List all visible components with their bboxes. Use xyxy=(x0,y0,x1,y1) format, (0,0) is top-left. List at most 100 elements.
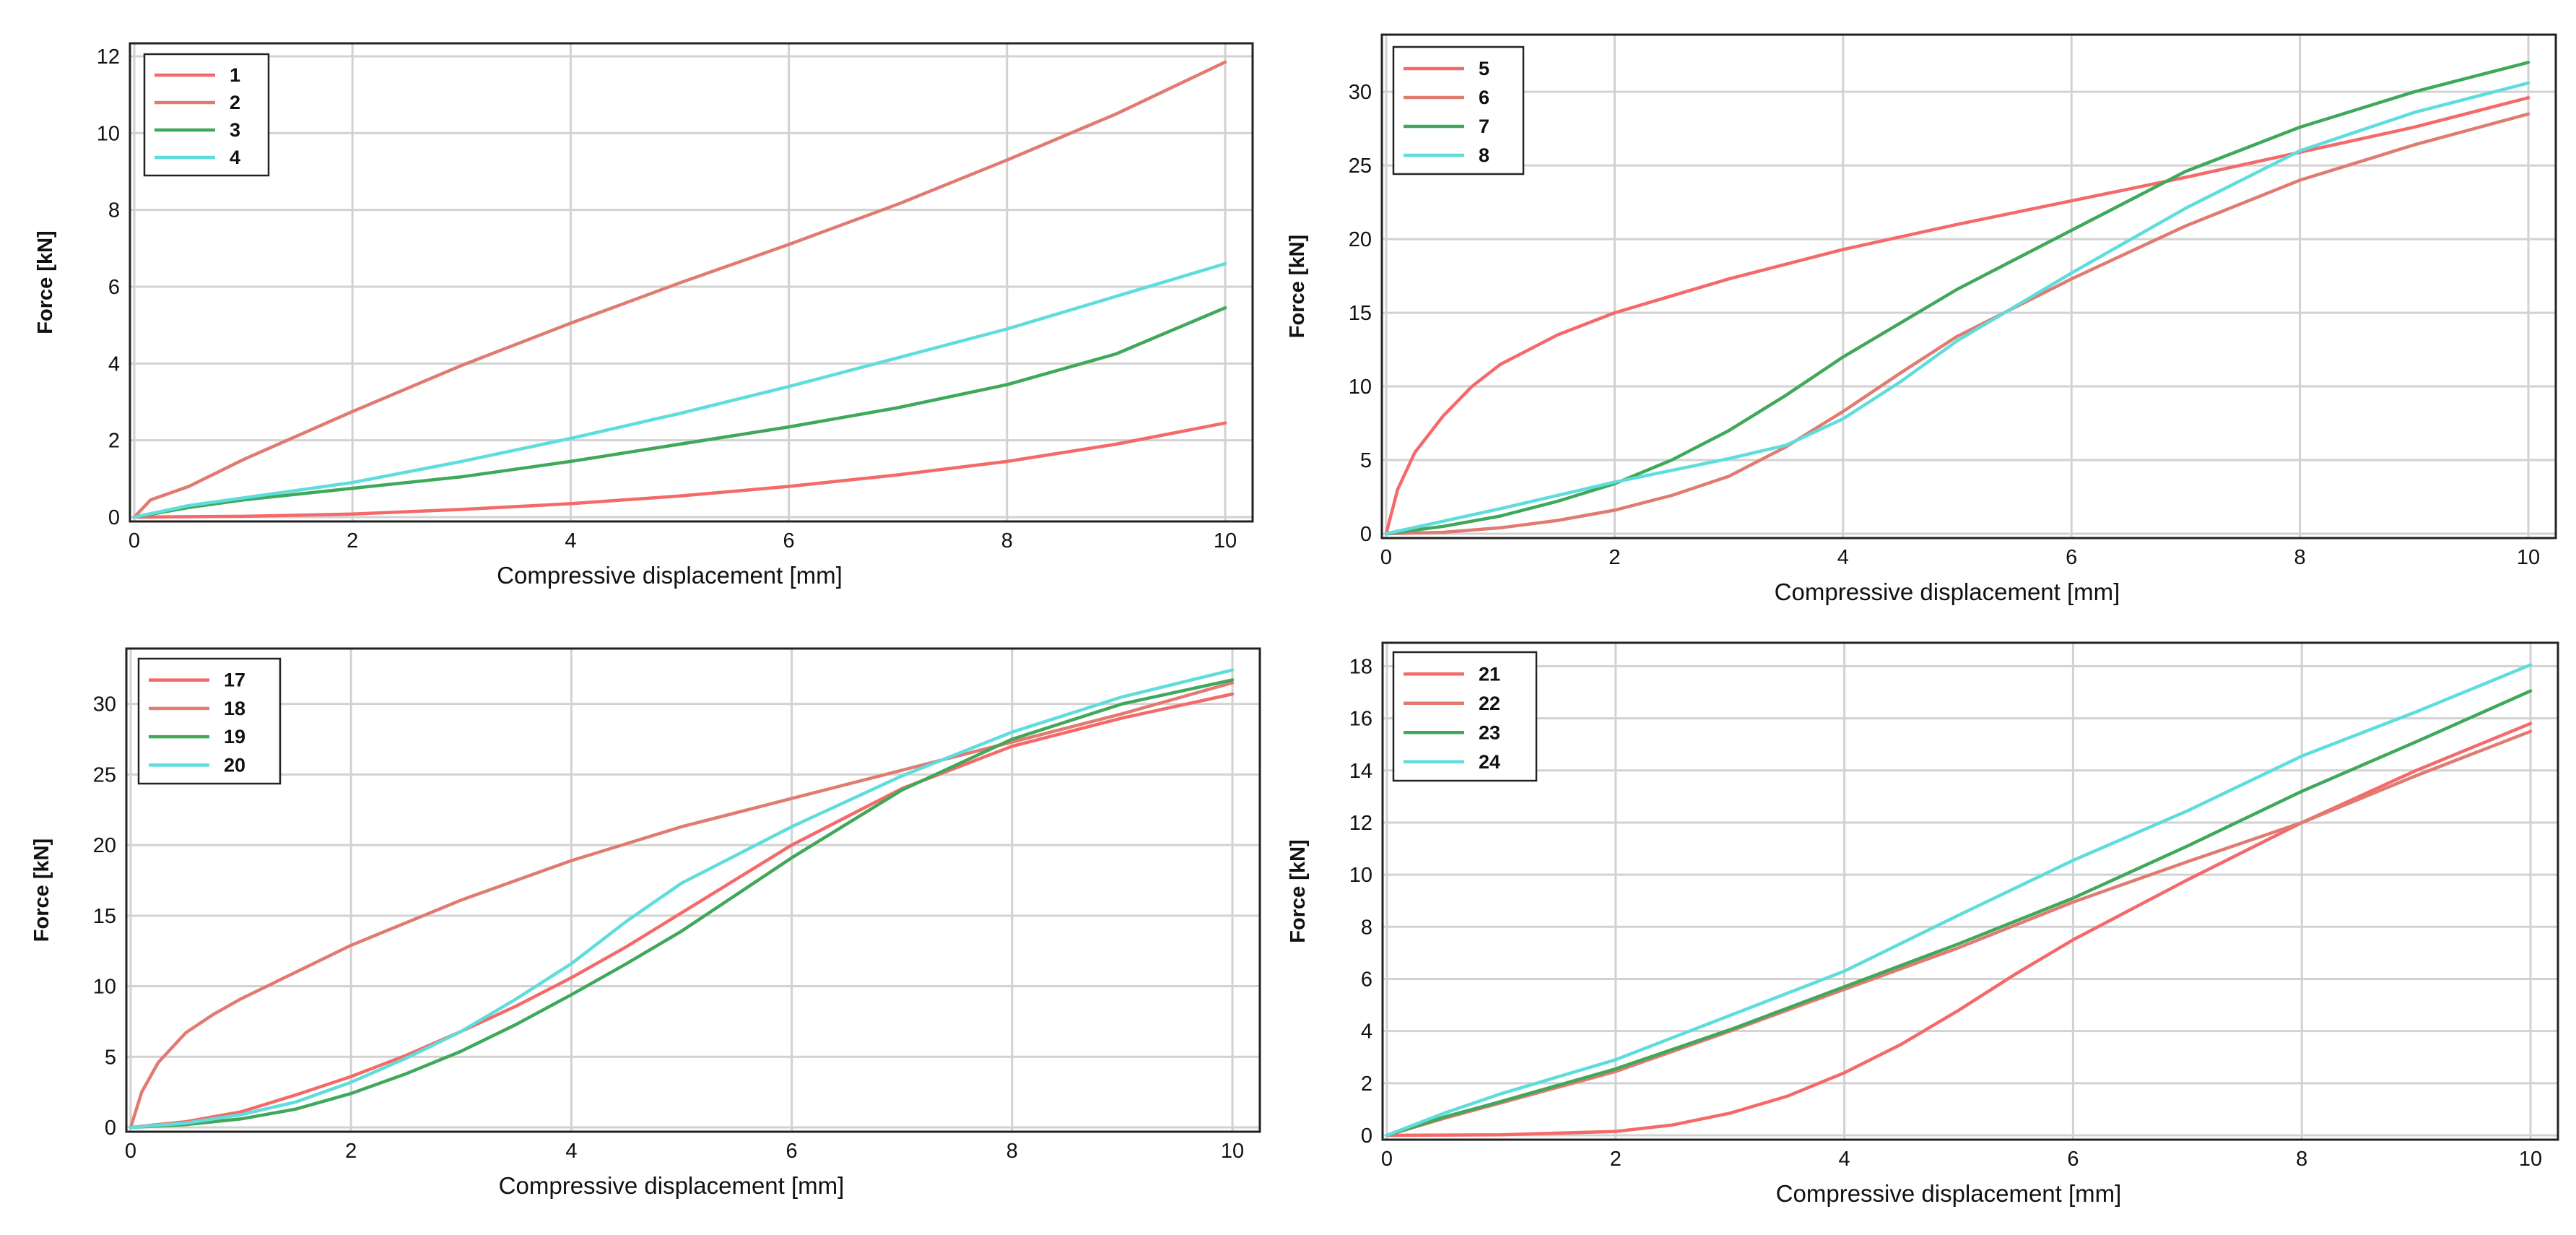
x-tick-label: 8 xyxy=(2294,546,2306,569)
chart-panel-3: 0 2 4 6 8 10 0 5 10 15 20 25 30 Compressive displacem… xyxy=(30,647,1261,1199)
chart-panel-2: 0 2 4 6 8 10 0 5 10 15 20 25 30 Compressive displacem… xyxy=(1286,33,2557,605)
legend-label-23: 23 xyxy=(1479,722,1500,743)
y-tick-label: 18 xyxy=(1349,655,1372,678)
y-tick-label: 0 xyxy=(1360,523,1372,546)
legend-label-21: 21 xyxy=(1479,663,1500,685)
x-axis-label: Compressive displacement [mm] xyxy=(1776,1180,2122,1207)
x-tick-label: 2 xyxy=(1610,1148,1622,1171)
legend-label-24: 24 xyxy=(1479,751,1500,773)
legend-label-3: 3 xyxy=(230,119,240,141)
x-tick-label: 0 xyxy=(129,529,140,552)
y-tick-label: 8 xyxy=(108,199,120,222)
y-tick-label: 25 xyxy=(93,763,116,786)
series-line-1 xyxy=(132,421,1227,519)
y-axis-label: Force [kN] xyxy=(1287,839,1310,942)
x-tick-label: 4 xyxy=(565,1140,577,1163)
series-line-19 xyxy=(129,678,1235,1130)
y-tick-label: 0 xyxy=(105,1117,116,1140)
y-tick-label: 10 xyxy=(97,122,120,145)
series-line-3 xyxy=(132,306,1227,519)
y-tick-label: 4 xyxy=(108,352,120,376)
series-line-20 xyxy=(129,668,1235,1130)
y-tick-label: 10 xyxy=(1349,376,1372,399)
y-tick-label: 8 xyxy=(1361,916,1372,939)
y-tick-label: 5 xyxy=(105,1046,116,1069)
legend: 21 22 23 24 xyxy=(1392,651,1538,782)
legend-label-19: 19 xyxy=(224,726,245,748)
legend-label-1: 1 xyxy=(230,64,240,86)
y-tick-label: 25 xyxy=(1349,155,1372,178)
series-line-5 xyxy=(1384,96,2531,536)
y-axis-label: Force [kN] xyxy=(34,230,57,334)
x-tick-label: 10 xyxy=(2517,546,2540,569)
x-tick-label: 10 xyxy=(1221,1140,1244,1163)
y-tick-label: 6 xyxy=(1361,968,1372,991)
series-line-24 xyxy=(1385,663,2533,1138)
legend-label-17: 17 xyxy=(224,670,245,691)
y-tick-label: 5 xyxy=(1360,449,1372,472)
legend-label-4: 4 xyxy=(230,147,240,168)
x-tick-label: 0 xyxy=(1381,1148,1393,1171)
x-tick-label: 10 xyxy=(1214,529,1237,552)
y-tick-label: 15 xyxy=(93,905,116,928)
y-tick-label: 2 xyxy=(1361,1072,1372,1096)
plot-frame xyxy=(1381,641,2559,1141)
x-tick-label: 4 xyxy=(1837,546,1849,569)
plot-frame xyxy=(129,42,1254,523)
y-tick-label: 12 xyxy=(1349,812,1372,835)
x-tick-label: 0 xyxy=(1380,546,1392,569)
legend-label-20: 20 xyxy=(224,754,245,776)
y-tick-label: 10 xyxy=(93,976,116,999)
y-tick-label: 2 xyxy=(108,430,120,453)
legend: 1 2 3 4 xyxy=(143,53,270,177)
series-line-8 xyxy=(1384,81,2531,536)
x-tick-label: 4 xyxy=(565,529,576,552)
y-tick-label: 0 xyxy=(1361,1124,1372,1148)
y-tick-label: 20 xyxy=(93,834,116,857)
legend: 17 18 19 20 xyxy=(137,657,282,785)
y-tick-label: 15 xyxy=(1349,302,1372,325)
series-line-4 xyxy=(132,261,1227,519)
x-tick-label: 0 xyxy=(125,1140,136,1163)
legend-label-7: 7 xyxy=(1479,116,1489,137)
legend-label-18: 18 xyxy=(224,698,245,719)
plot-area xyxy=(1383,643,2558,1140)
legend: 5 6 7 8 xyxy=(1392,46,1525,176)
series-line-6 xyxy=(1384,112,2531,536)
series-line-17 xyxy=(129,692,1235,1130)
y-axis-label: Force [kN] xyxy=(30,838,53,942)
y-tick-label: 20 xyxy=(1349,228,1372,251)
series-line-7 xyxy=(1384,61,2531,536)
legend-label-22: 22 xyxy=(1479,693,1500,714)
y-axis-label: Force [kN] xyxy=(1286,235,1309,338)
plot-frame xyxy=(125,647,1261,1133)
y-tick-label: 4 xyxy=(1361,1020,1372,1044)
x-axis-label: Compressive displacement [mm] xyxy=(497,562,843,589)
y-tick-label: 30 xyxy=(1349,81,1372,104)
plot-area xyxy=(1382,35,2556,538)
legend-label-5: 5 xyxy=(1479,58,1489,79)
x-tick-label: 8 xyxy=(1006,1140,1018,1163)
x-tick-label: 4 xyxy=(1839,1148,1850,1171)
y-tick-label: 0 xyxy=(108,506,120,529)
series-line-21 xyxy=(1385,722,2533,1138)
x-tick-label: 6 xyxy=(2067,1148,2079,1171)
x-tick-label: 6 xyxy=(786,1140,798,1163)
x-tick-label: 2 xyxy=(1609,546,1620,569)
x-tick-label: 2 xyxy=(347,529,358,552)
x-tick-label: 6 xyxy=(2066,546,2077,569)
y-tick-label: 14 xyxy=(1349,760,1372,783)
series-line-18 xyxy=(129,681,1235,1130)
x-tick-label: 8 xyxy=(1001,529,1013,552)
x-axis-label: Compressive displacement [mm] xyxy=(499,1172,845,1199)
legend-label-8: 8 xyxy=(1479,144,1489,166)
y-tick-label: 16 xyxy=(1349,708,1372,731)
plot-frame xyxy=(1380,33,2557,540)
legend-label-6: 6 xyxy=(1479,87,1489,108)
x-axis-label: Compressive displacement [mm] xyxy=(1775,578,2120,605)
legend-label-2: 2 xyxy=(230,92,240,113)
series-line-23 xyxy=(1385,689,2533,1138)
x-tick-label: 6 xyxy=(783,529,795,552)
y-tick-label: 10 xyxy=(1349,864,1372,887)
